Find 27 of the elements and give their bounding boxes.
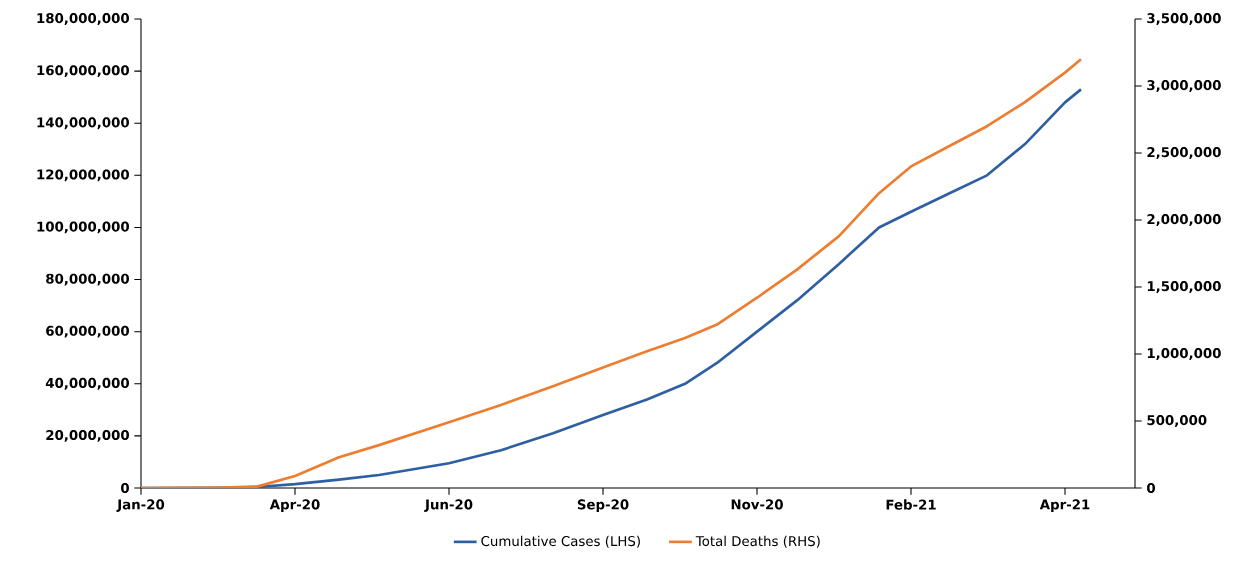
y2-tick-label: 3,000,000 <box>1147 80 1221 92</box>
y-tick-label: 120,000,000 <box>37 169 130 182</box>
y2-tick-label: 3,500,000 <box>1147 13 1221 25</box>
y-tick-label: 20,000,000 <box>46 429 130 442</box>
x-tick-label: Sep-20 <box>577 499 629 513</box>
x-tick-label: Jan-20 <box>116 499 165 512</box>
x-tick-label: Apr-21 <box>1039 499 1090 513</box>
x-tick-label: Apr-20 <box>269 499 320 513</box>
legend-label: Total Deaths (RHS) <box>695 535 820 548</box>
y-tick-label: 80,000,000 <box>46 273 130 286</box>
y2-tick-label: 2,500,000 <box>1147 147 1221 159</box>
x-tick-label: Nov-20 <box>731 499 783 510</box>
y-tick-label: 0 <box>121 482 129 494</box>
y2-tick-label: 0 <box>1147 482 1156 494</box>
legend-label: Cumulative Cases (LHS) <box>481 535 640 548</box>
x-tick-label: Jun-20 <box>424 499 473 512</box>
y-tick-label: 160,000,000 <box>37 65 130 78</box>
y-tick-label: 180,000,000 <box>37 13 130 25</box>
y2-tick-label: 2,000,000 <box>1147 214 1221 226</box>
y2-tick-label: 500,000 <box>1147 415 1207 427</box>
y2-tick-label: 1,500,000 <box>1147 281 1221 293</box>
y-tick-label: 60,000,000 <box>46 325 130 338</box>
y2-tick-label: 1,000,000 <box>1147 348 1221 360</box>
y-tick-label: 100,000,000 <box>37 221 130 234</box>
y-tick-label: 40,000,000 <box>45 377 130 390</box>
x-tick-label: Feb-21 <box>886 499 936 510</box>
y-tick-label: 140,000,000 <box>37 117 130 130</box>
